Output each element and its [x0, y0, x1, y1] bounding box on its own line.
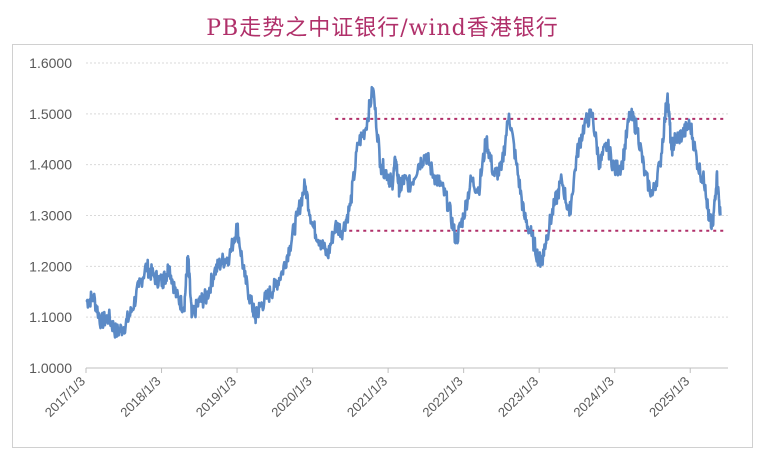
y-tick-label: 1.3000 [29, 208, 72, 224]
x-tick-label: 2023/1/3 [495, 374, 541, 420]
x-tick-label: 2018/1/3 [117, 374, 163, 420]
y-tick-label: 1.6000 [29, 55, 72, 71]
y-tick-label: 1.0000 [29, 360, 72, 376]
y-tick-label: 1.2000 [29, 258, 72, 274]
x-tick-label: 2022/1/3 [419, 374, 465, 420]
x-tick-label: 2017/1/3 [42, 374, 88, 420]
grid-layer [86, 62, 728, 369]
reference-lines [335, 117, 725, 232]
x-axis: 2017/1/3 2018/1/3 2019/1/3 2020/1/3 2021/1/3… [42, 368, 692, 420]
y-tick-label: 1.4000 [29, 157, 72, 173]
x-tick-label: 2019/1/3 [193, 374, 239, 420]
chart-frame [12, 44, 753, 448]
x-tick-label: 2021/1/3 [344, 374, 390, 420]
chart-title: PB走势之中证银行/wind香港银行 [206, 16, 559, 41]
series-line [85, 85, 722, 339]
y-axis: 1.6000 1.5000 1.4000 1.3000 1.2000 1.1000 1.00… [29, 55, 72, 376]
y-tick-label: 1.5000 [29, 106, 72, 122]
series-layer [85, 85, 722, 339]
x-tick-label: 2025/1/3 [646, 374, 692, 420]
x-tick-label: 2024/1/3 [570, 374, 616, 420]
x-tick-label: 2020/1/3 [268, 374, 314, 420]
y-tick-label: 1.1000 [29, 309, 72, 325]
